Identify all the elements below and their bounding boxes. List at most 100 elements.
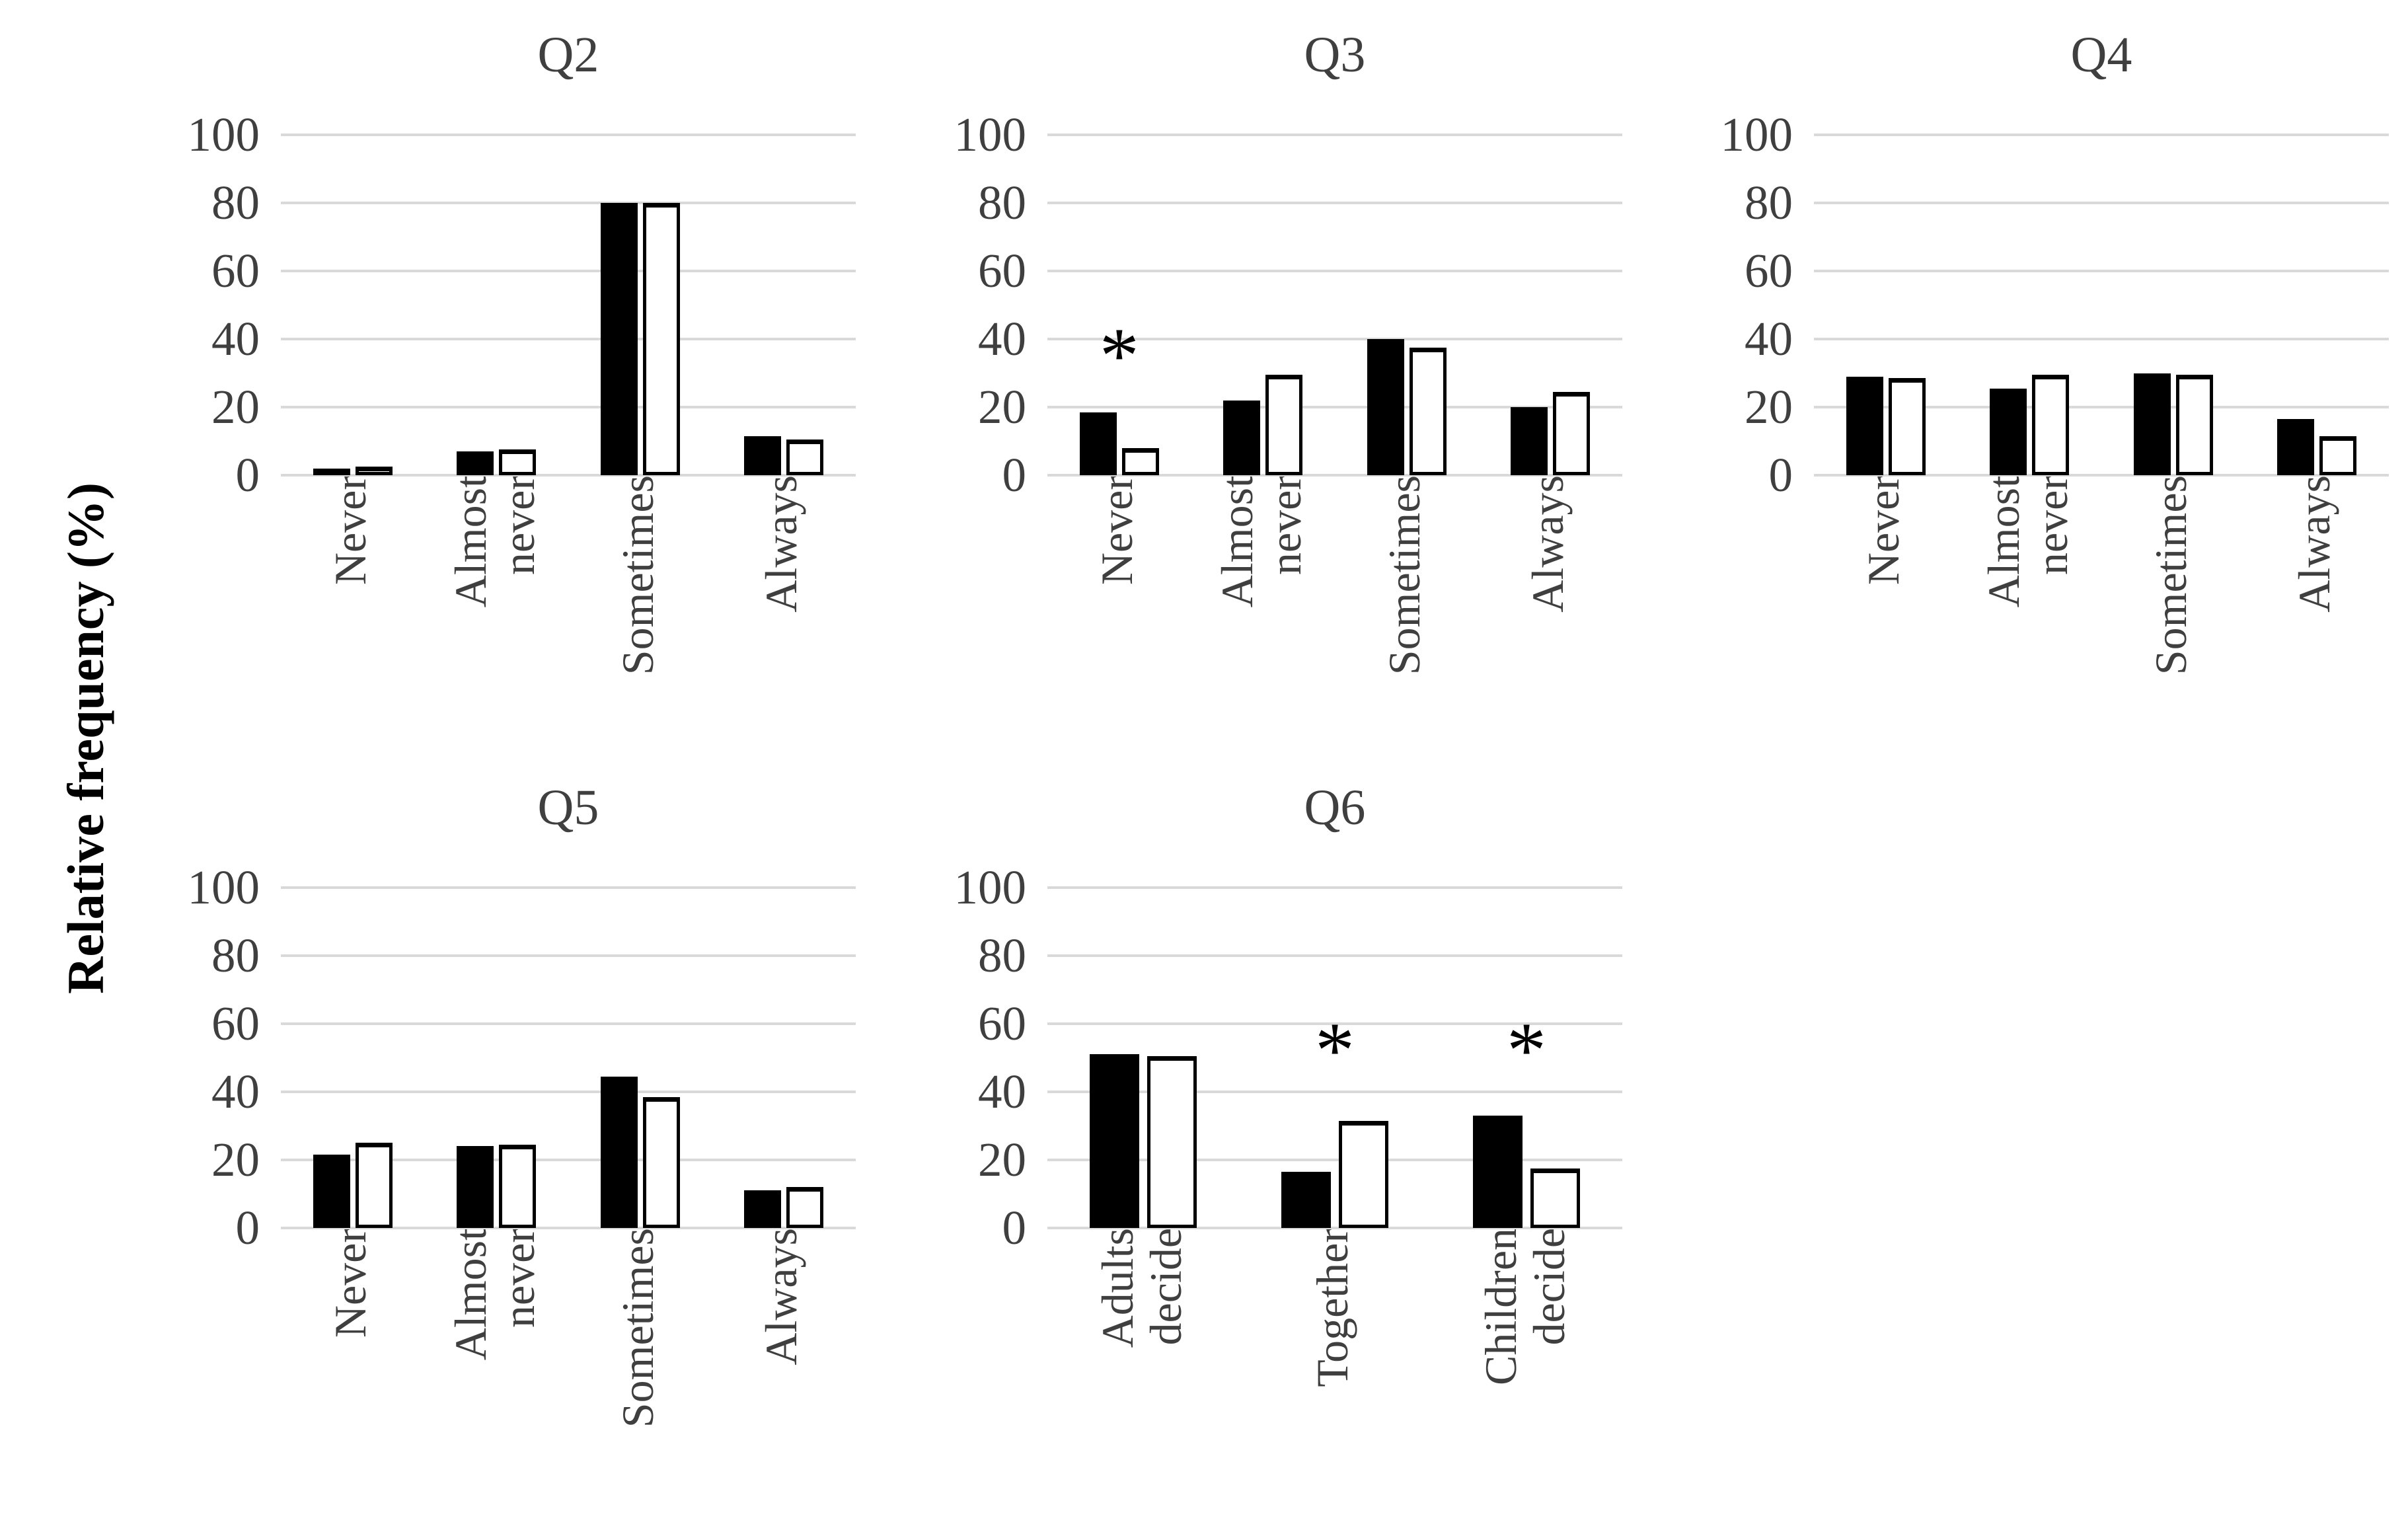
- gridline: [1814, 270, 2389, 272]
- gridline: [1047, 1091, 1622, 1093]
- bar-group: [568, 135, 712, 475]
- gridline: [281, 1159, 856, 1161]
- gridline: [1047, 134, 1622, 136]
- y-tick-label: 80: [211, 929, 260, 982]
- bar-group: [1239, 888, 1431, 1228]
- bar-groups: [281, 135, 856, 475]
- chart-title: Q3: [1304, 27, 1366, 83]
- x-label-cell: Almost never: [425, 1228, 569, 1512]
- gridline: [1047, 886, 1622, 889]
- bar-groups: [1047, 888, 1622, 1228]
- plot-area: [1814, 134, 2389, 477]
- gridline: [1814, 134, 2389, 136]
- bar-group: [281, 135, 425, 475]
- x-category-label: Almost never: [1212, 475, 1310, 608]
- y-tick-label: 60: [1745, 244, 1793, 297]
- y-tick-label: 100: [187, 108, 260, 161]
- y-tick-label: 40: [211, 312, 260, 365]
- bar-white-always: [786, 1187, 824, 1228]
- y-tick-label: 0: [235, 1201, 260, 1254]
- x-category-label: Together: [1307, 1228, 1357, 1387]
- bar-group: [1431, 888, 1622, 1228]
- bar-black-never: [1846, 376, 1883, 475]
- bar-black-adults-decide: [1090, 1054, 1139, 1228]
- gridline: [281, 338, 856, 340]
- bar-group: [1479, 135, 1623, 475]
- y-tick-label: 40: [978, 1065, 1026, 1118]
- y-axis-ticks: 0 20 40 60 80 100: [925, 863, 1047, 1252]
- x-label-cell: Almost never: [1191, 475, 1336, 759]
- x-axis-labels: Never Almost never Sometimes Always: [281, 1228, 856, 1512]
- y-tick-label: 0: [1768, 448, 1793, 502]
- y-tick-label: 60: [978, 244, 1026, 297]
- x-label-cell: Almost never: [425, 475, 569, 759]
- bar-black-always: [2277, 419, 2315, 475]
- bar-black-always: [744, 436, 782, 475]
- bar-white-children-decide: [1530, 1168, 1580, 1228]
- x-category-label: Always: [2289, 475, 2340, 613]
- bar-black-never: [313, 1155, 350, 1228]
- plot-row: 0 20 40 60 80 100: [159, 863, 925, 1252]
- gridline: [1047, 1022, 1622, 1025]
- y-axis-ticks: 0 20 40 60 80 100: [925, 110, 1047, 500]
- x-axis-labels: Never Almost never Sometimes Always: [1047, 475, 1622, 759]
- gridline: [281, 886, 856, 889]
- y-tick-label: 100: [187, 861, 260, 914]
- x-label-cell: Never: [1047, 475, 1191, 759]
- y-tick-label: 60: [211, 997, 260, 1050]
- bar-white-adults-decide: [1147, 1055, 1197, 1228]
- bar-black-almost-never: [1990, 388, 2027, 475]
- plot-area: [281, 886, 856, 1229]
- plot-row: 0 20 40 60 80 100 *: [925, 110, 1692, 500]
- y-tick-label: 100: [954, 861, 1027, 914]
- x-category-label: Children decide: [1476, 1228, 1574, 1385]
- x-label-cell: Sometimes: [568, 475, 712, 759]
- y-axis-ticks: 0 20 40 60 80 100: [159, 110, 281, 500]
- x-category-label: Sometimes: [612, 475, 663, 675]
- bar-groups: [1047, 135, 1622, 475]
- x-category-label: Never: [324, 475, 375, 586]
- x-label-cell: Together: [1239, 1228, 1431, 1512]
- y-axis-label: Relative frequency (%): [57, 482, 114, 995]
- y-tick-label: 0: [235, 448, 260, 502]
- y-tick-label: 60: [211, 244, 260, 297]
- plot-area: *: [1047, 134, 1622, 477]
- significance-asterisk: *: [1507, 1006, 1546, 1094]
- gridline: [1047, 1227, 1622, 1229]
- y-tick-label: 40: [1745, 312, 1793, 365]
- bar-black-almost-never: [457, 451, 494, 475]
- chart-q5: Q5 0 20 40 60 80 100 Never Almost never Sometimes…: [159, 753, 925, 1506]
- x-label-cell: Almost never: [1958, 475, 2102, 759]
- x-axis-labels: Adults decide Together Children decide: [1047, 1228, 1622, 1512]
- gridline: [1814, 406, 2389, 408]
- x-category-label: Sometimes: [612, 1228, 663, 1428]
- x-axis-labels: Never Almost never Sometimes Always: [281, 475, 856, 759]
- bar-black-children-decide: [1473, 1116, 1523, 1228]
- x-axis-labels: Never Almost never Sometimes Always: [1814, 475, 2389, 759]
- y-tick-label: 20: [978, 1133, 1026, 1186]
- y-tick-label: 20: [211, 380, 260, 434]
- bar-black-almost-never: [457, 1146, 494, 1228]
- y-axis-ticks: 0 20 40 60 80 100: [1692, 110, 1814, 500]
- gridline: [281, 954, 856, 957]
- gridline: [281, 406, 856, 408]
- x-label-cell: Always: [1479, 475, 1623, 759]
- gridline: [281, 1022, 856, 1025]
- y-tick-label: 20: [978, 380, 1026, 434]
- bar-group: [1047, 888, 1239, 1228]
- plot-row: 0 20 40 60 80 100 * *: [925, 863, 1692, 1252]
- y-tick-label: 80: [978, 929, 1026, 982]
- bar-group: [568, 888, 712, 1228]
- bar-group: [1191, 135, 1336, 475]
- chart-q6: Q6 0 20 40 60 80 100 * * Adults decide Together Chi…: [925, 753, 1692, 1506]
- bar-white-never: [355, 467, 393, 475]
- chart-title: Q6: [1304, 780, 1366, 835]
- y-tick-label: 60: [978, 997, 1026, 1050]
- bar-black-always: [1511, 407, 1548, 475]
- chart-title: Q5: [537, 780, 599, 835]
- gridline: [1047, 202, 1622, 204]
- x-category-label: Always: [1523, 475, 1573, 613]
- bar-black-sometimes: [600, 203, 638, 475]
- bar-black-never: [313, 468, 350, 475]
